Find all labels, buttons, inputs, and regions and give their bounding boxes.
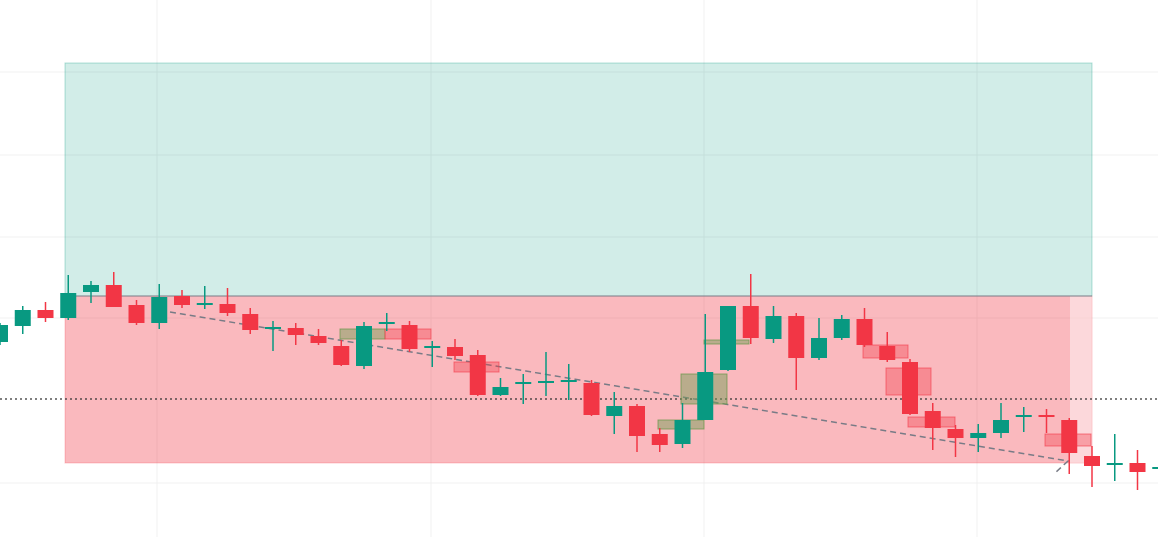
- candle-body: [1152, 467, 1158, 469]
- loss-zone: [64, 295, 1093, 464]
- candle-body: [0, 325, 8, 342]
- candle-body: [902, 362, 918, 414]
- candle-body: [560, 380, 577, 382]
- candle-body: [697, 372, 714, 420]
- candle-body: [242, 314, 259, 330]
- candles: [0, 272, 1158, 490]
- candle-body: [1084, 456, 1100, 466]
- candle-body: [310, 336, 327, 343]
- candle-body: [60, 293, 77, 318]
- candle-body: [196, 303, 213, 305]
- candle-body: [674, 420, 691, 444]
- candle-body: [538, 381, 554, 383]
- candle-body: [174, 296, 190, 305]
- candle-body: [401, 325, 418, 349]
- candle-body: [14, 310, 31, 326]
- candle-body: [720, 306, 736, 370]
- candle-body: [856, 319, 873, 345]
- candle-body: [788, 316, 805, 358]
- candle-body: [811, 338, 827, 358]
- candle-body: [1015, 415, 1032, 417]
- candle-body: [287, 328, 304, 335]
- candle-body: [742, 306, 759, 338]
- candle-body: [1061, 420, 1078, 453]
- candle-body: [83, 285, 99, 292]
- candle-body: [993, 420, 1009, 433]
- candle-body: [765, 316, 782, 339]
- candle-body: [128, 305, 145, 323]
- candle-body: [1038, 415, 1055, 417]
- candle-body: [447, 347, 463, 356]
- candle-body: [924, 411, 941, 428]
- candle-body: [583, 383, 600, 415]
- candle-body: [833, 319, 850, 338]
- candle-body: [651, 434, 668, 445]
- candle-body: [515, 382, 532, 384]
- candle-body: [879, 346, 896, 360]
- candle-body: [947, 429, 964, 438]
- candle-body: [356, 326, 372, 366]
- candle-body: [606, 406, 623, 416]
- candle-body: [151, 297, 168, 323]
- candle-body: [378, 322, 395, 324]
- candle-body: [469, 355, 486, 395]
- candle-body: [424, 346, 441, 348]
- candle-body: [629, 406, 645, 436]
- candle-body: [37, 310, 54, 318]
- candle-body: [492, 387, 509, 395]
- candle-body: [970, 433, 987, 438]
- candle-body: [219, 304, 236, 313]
- candle-body: [1129, 463, 1146, 472]
- candle-body: [333, 346, 350, 365]
- profit-zone: [64, 62, 1093, 297]
- candle-body: [1106, 463, 1123, 465]
- candle-body: [105, 285, 122, 307]
- candle-body: [265, 327, 281, 329]
